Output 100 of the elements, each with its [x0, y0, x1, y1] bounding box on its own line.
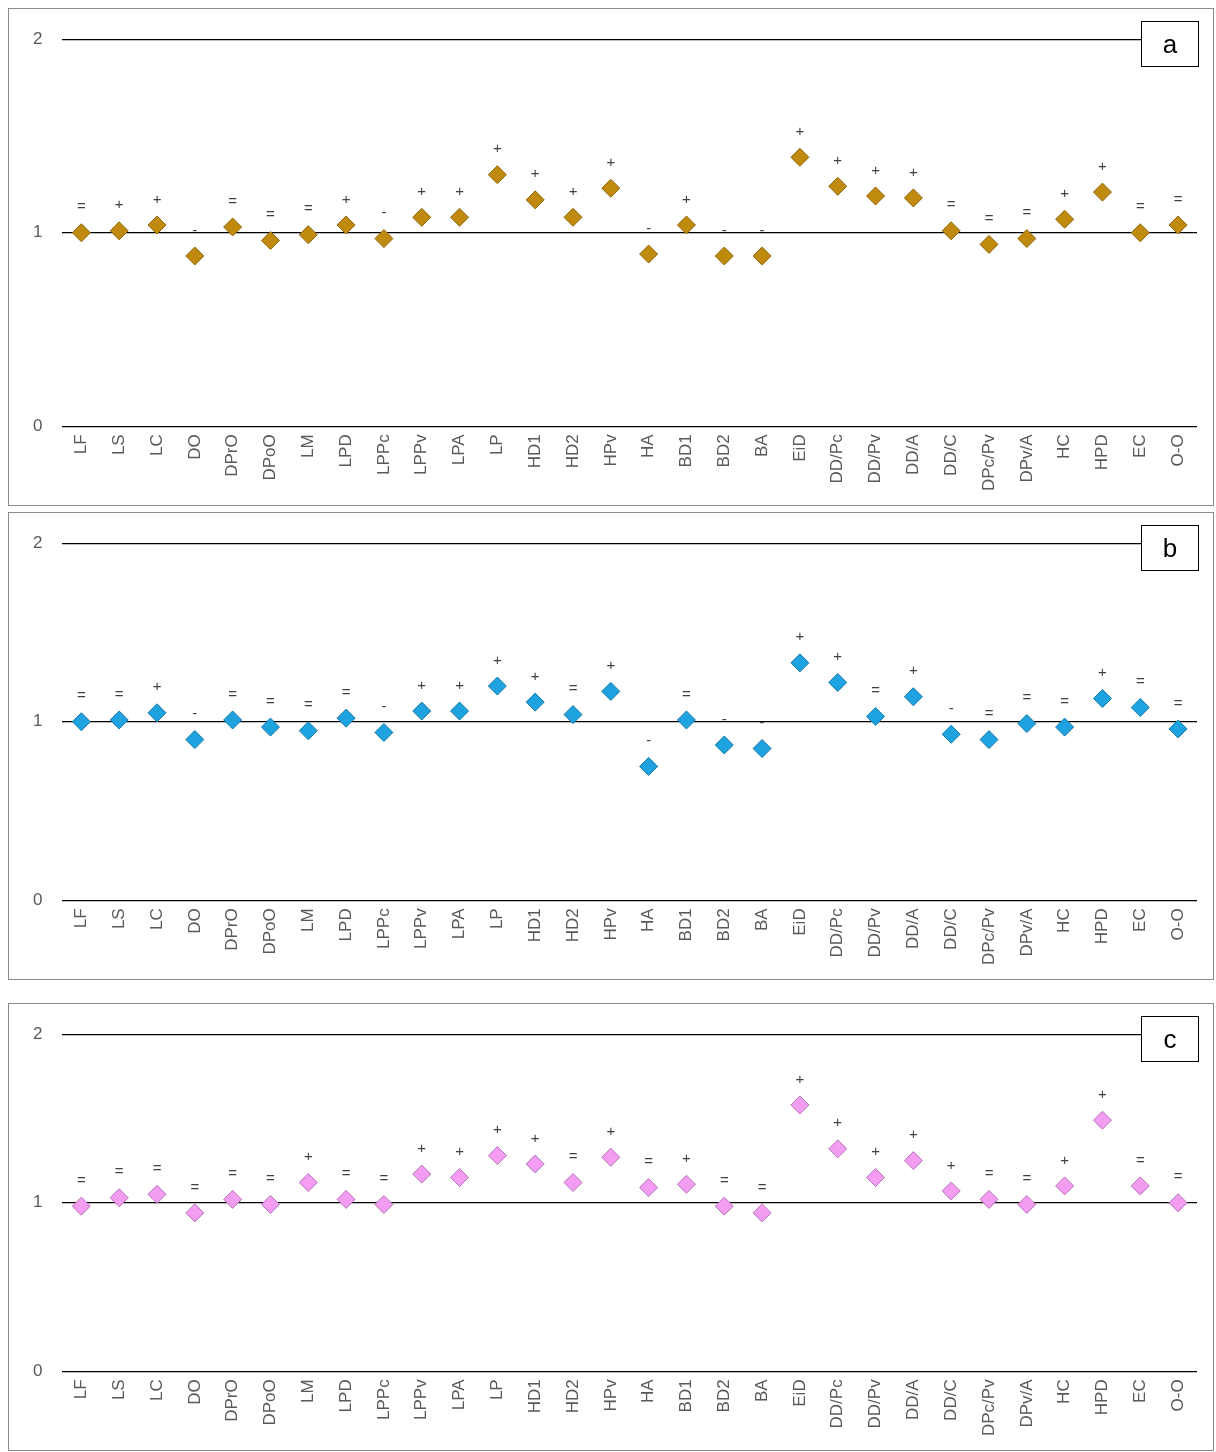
- x-tick-label: LPPv: [411, 907, 431, 949]
- point: [336, 1189, 356, 1209]
- annotation: =: [644, 1152, 654, 1170]
- x-tick-label: DPoO: [260, 908, 280, 955]
- annotation: =: [1135, 197, 1145, 215]
- annotation: -: [381, 203, 387, 221]
- point: [109, 1188, 129, 1208]
- x-tick-label: LP: [487, 908, 507, 930]
- x-tick-label: DD/A: [903, 1378, 923, 1420]
- point: [601, 1147, 621, 1167]
- x-tick-label: HD1: [524, 1379, 544, 1414]
- point: [639, 756, 659, 776]
- point: [487, 1146, 507, 1166]
- annotation: +: [682, 189, 692, 207]
- annotation: +: [152, 677, 162, 695]
- annotation: =: [190, 1177, 200, 1195]
- annotation: +: [833, 150, 843, 168]
- point: [903, 1151, 923, 1171]
- point: [979, 234, 999, 254]
- x-tick-label: LF: [71, 1379, 91, 1400]
- annotation: +: [833, 1113, 843, 1131]
- annotation: +: [908, 1125, 918, 1143]
- annotation: =: [266, 205, 276, 223]
- point: [260, 231, 280, 250]
- point: [752, 246, 772, 266]
- annotation: +: [795, 627, 805, 645]
- annotation: +: [1060, 1150, 1070, 1168]
- annotation: =: [1173, 693, 1183, 711]
- annotation: =: [946, 195, 956, 213]
- y-tick-label: 2: [32, 532, 43, 552]
- x-tick-label: EC: [1129, 434, 1149, 458]
- y-tick-label: 1: [32, 222, 43, 242]
- y-tick-label: 0: [32, 890, 43, 910]
- annotation: +: [417, 675, 427, 693]
- point: [714, 246, 734, 266]
- point: [563, 207, 583, 227]
- point: [298, 225, 318, 245]
- point: [941, 724, 961, 744]
- point: [676, 215, 696, 235]
- x-tick-label: O-O: [1167, 908, 1187, 941]
- x-tick-label: DO: [184, 908, 204, 934]
- annotation: +: [833, 647, 843, 665]
- annotation: +: [795, 121, 805, 139]
- annotation: =: [114, 684, 124, 702]
- annotation: -: [759, 220, 765, 238]
- annotation: =: [228, 191, 238, 209]
- x-tick-label: EiD: [789, 434, 809, 462]
- point: [374, 722, 394, 742]
- point: [676, 710, 696, 730]
- x-tick-label: DO: [184, 434, 204, 460]
- x-tick-label: LC: [146, 908, 166, 931]
- x-tick-label: LPA: [449, 1378, 469, 1411]
- point: [639, 244, 659, 264]
- x-tick-label: HD2: [562, 434, 582, 469]
- x-tick-label: EC: [1129, 908, 1149, 932]
- x-tick-label: DPrO: [222, 434, 242, 477]
- point: [1017, 229, 1037, 249]
- annotation: =: [266, 1169, 276, 1187]
- annotation: +: [492, 1120, 502, 1138]
- annotation: =: [266, 691, 276, 709]
- annotation: =: [1173, 1167, 1183, 1185]
- x-tick-label: DD/C: [940, 1379, 960, 1421]
- point: [1017, 714, 1037, 734]
- annotation: +: [455, 675, 465, 693]
- point: [1055, 717, 1075, 737]
- annotation: +: [568, 181, 578, 199]
- point: [223, 217, 243, 237]
- x-tick-label: HC: [1054, 1379, 1074, 1404]
- point: [790, 147, 810, 167]
- annotation: =: [757, 1177, 767, 1195]
- point: [1168, 1193, 1188, 1213]
- point: [525, 190, 545, 210]
- annotation: =: [568, 679, 578, 697]
- y-tick-label: 0: [32, 416, 43, 436]
- point: [828, 672, 848, 692]
- point: [412, 207, 432, 227]
- point: [1055, 209, 1075, 229]
- annotation: =: [1022, 203, 1032, 221]
- x-tick-label: DD/C: [940, 908, 960, 950]
- x-tick-label: LC: [146, 1379, 166, 1402]
- x-tick-label: EiD: [789, 908, 809, 936]
- x-tick-label: HA: [638, 433, 658, 458]
- x-tick-label: BA: [751, 433, 771, 458]
- annotation: =: [984, 1164, 994, 1182]
- x-tick-label: BD1: [676, 908, 696, 942]
- point: [1130, 223, 1150, 243]
- x-tick-label: EC: [1129, 1379, 1149, 1403]
- annotation: =: [1022, 1169, 1032, 1187]
- point: [828, 176, 848, 196]
- x-tick-label: O-O: [1167, 434, 1187, 467]
- annotation: =: [114, 1162, 124, 1180]
- point: [71, 712, 91, 732]
- annotation: =: [228, 1164, 238, 1182]
- annotation: -: [759, 713, 765, 731]
- x-tick-label: HPv: [600, 1378, 620, 1412]
- x-tick-label: DD/C: [940, 434, 960, 476]
- point: [714, 735, 734, 755]
- annotation: +: [417, 1138, 427, 1156]
- point: [979, 1189, 999, 1209]
- annotation: =: [719, 1170, 729, 1188]
